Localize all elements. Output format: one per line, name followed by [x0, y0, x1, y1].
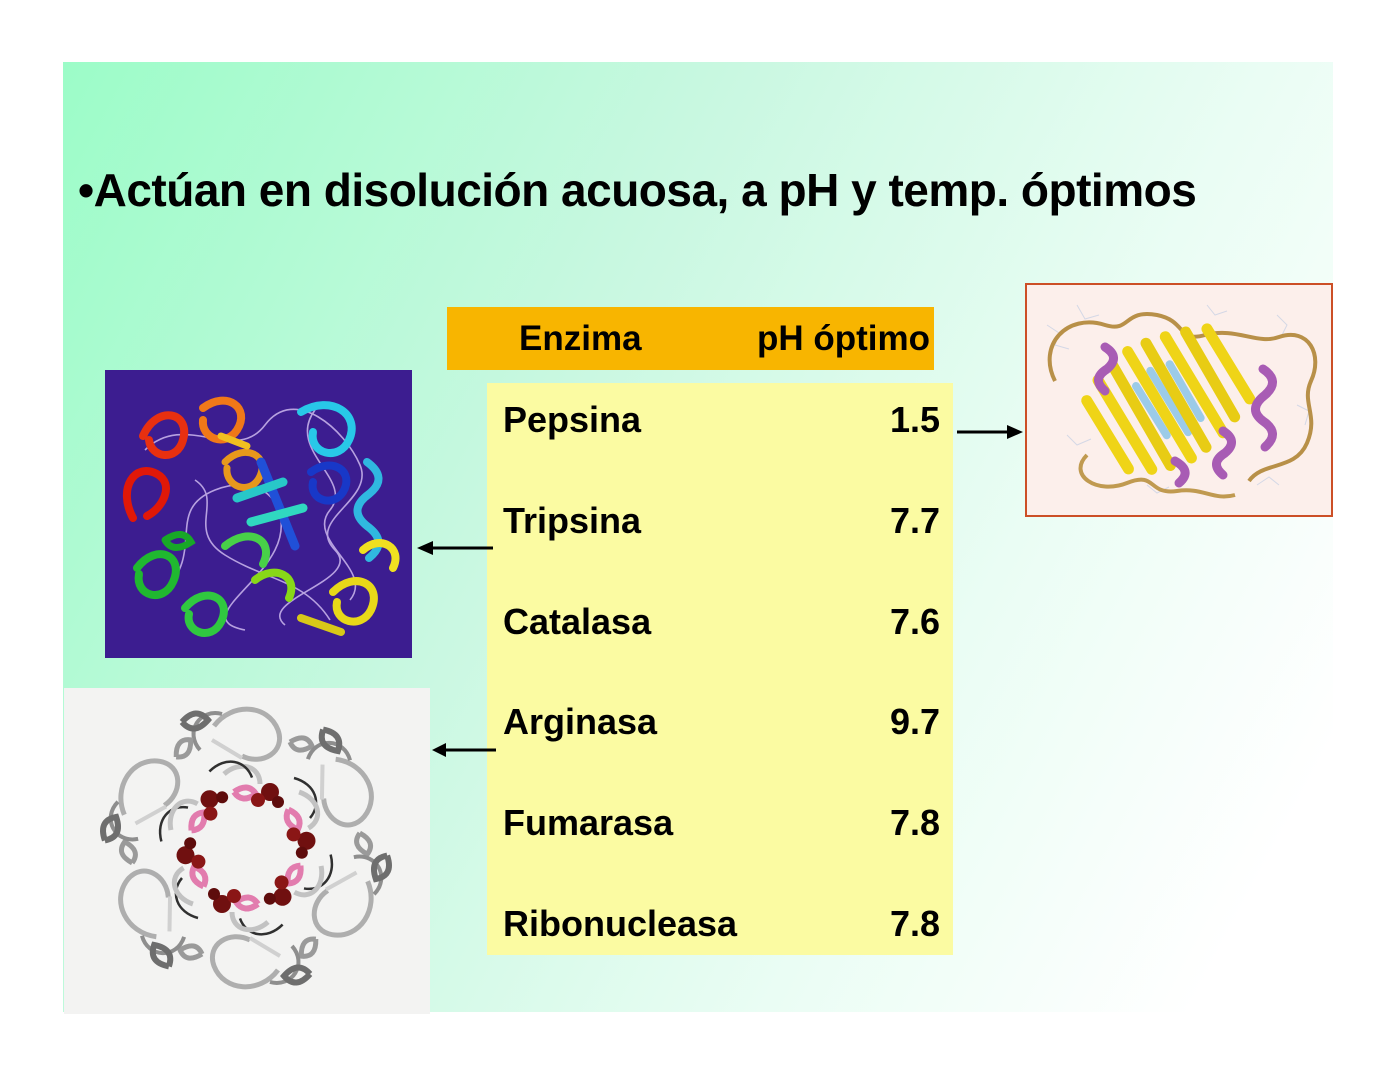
enzyme-name-cell: Ribonucleasa: [503, 902, 738, 944]
enzyme-table: Pepsina 1.5 Tripsina 7.7 Catalasa 7.6 Ar…: [487, 383, 953, 955]
arrow-right-icon: [957, 425, 1023, 439]
ph-value-cell: 7.8: [889, 902, 940, 944]
enzyme-name-cell: Tripsina: [503, 499, 642, 541]
column-header-ph-optimo: pH óptimo: [756, 318, 930, 358]
ph-value-cell: 9.7: [889, 701, 940, 743]
slide-background: •Actúan en disolución acuosa, a pH y tem…: [63, 62, 1333, 1014]
arrow-left-icon: [432, 743, 496, 757]
arginasa-structure-image: [64, 688, 430, 1014]
pepsina-structure-image: [1025, 283, 1333, 517]
enzyme-name-cell: Fumarasa: [503, 802, 674, 844]
table-row: Arginasa 9.7: [487, 695, 953, 749]
table-row: Pepsina 1.5: [487, 393, 953, 447]
ph-value-cell: 1.5: [889, 399, 940, 440]
page-title: •Actúan en disolución acuosa, a pH y tem…: [78, 164, 1197, 216]
table-row: Ribonucleasa 7.8: [487, 897, 953, 951]
protein-ring-art: [64, 688, 430, 1014]
ph-value-cell: 7.7: [889, 499, 940, 541]
tripsina-structure-image: [105, 370, 412, 658]
enzyme-name-cell: Arginasa: [503, 701, 658, 743]
table-row: Tripsina 7.7: [487, 494, 953, 548]
arrow-left-icon: [417, 541, 493, 555]
protein-sheet-art: [1046, 304, 1318, 499]
table-row: Fumarasa 7.8: [487, 796, 953, 850]
ph-value-cell: 7.8: [889, 802, 940, 844]
enzyme-name-cell: Catalasa: [503, 600, 652, 642]
enzyme-name-cell: Pepsina: [503, 399, 642, 440]
column-header-enzima: Enzima: [519, 318, 642, 358]
table-row: Catalasa 7.6: [487, 595, 953, 649]
table-header: Enzima pH óptimo: [447, 307, 934, 370]
ph-value-cell: 7.6: [889, 600, 940, 642]
protein-ribbon-art: [122, 396, 400, 637]
